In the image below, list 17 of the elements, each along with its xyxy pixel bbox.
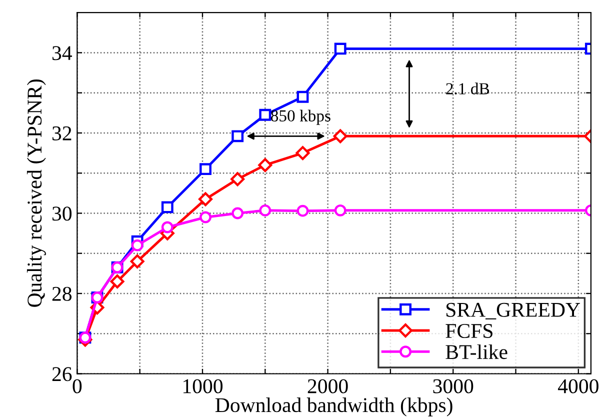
annotation: 850 kbps	[270, 110, 330, 125]
x-tick-label: 4000	[558, 379, 598, 394]
x-axis-title: Download bandwidth (kbps)	[215, 398, 452, 416]
x-tick-label: 0	[72, 379, 82, 394]
annotation: 2.1 dB	[446, 82, 490, 94]
x-tick-label: 1000	[183, 379, 223, 394]
y-tick-label: 28	[52, 286, 72, 301]
legend-label: SRA_GREEDY	[446, 302, 580, 320]
legend-label: FCFS	[446, 324, 492, 338]
x-tick-label: 3000	[433, 379, 474, 394]
y-tick-label: 32	[52, 126, 72, 140]
y-tick-label: 30	[52, 206, 72, 221]
y-tick-label: 34	[52, 46, 72, 60]
y-axis-title: Quality received (Y-PSNR)	[26, 80, 46, 307]
y-tick-label: 26	[52, 367, 72, 382]
legend-label: BT-like	[446, 344, 508, 360]
x-tick-label: 2000	[308, 379, 348, 394]
